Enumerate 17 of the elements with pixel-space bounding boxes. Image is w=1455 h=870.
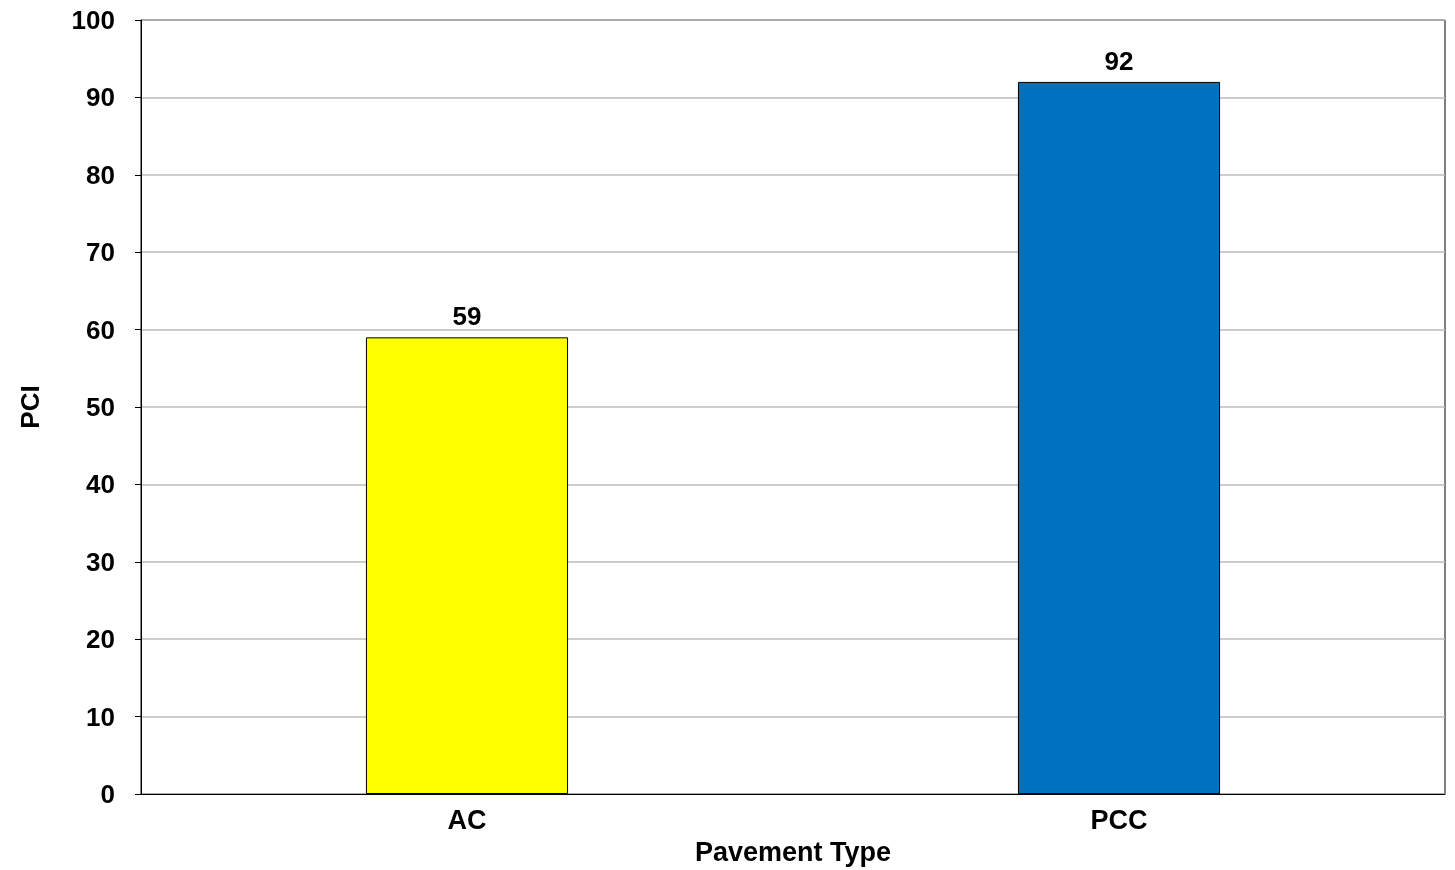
y-tick-label: 20 — [86, 624, 115, 655]
y-tick-label: 100 — [71, 5, 115, 35]
y-tick-label: 70 — [86, 237, 115, 268]
x-axis-title: Pavement Type — [694, 836, 892, 867]
y-tick-label: 0 — [100, 779, 115, 809]
y-tick-label: 90 — [86, 82, 115, 113]
x-tick-label: PCC — [1090, 804, 1148, 835]
y-tick-label: 50 — [86, 392, 115, 422]
data-label: 59 — [452, 301, 482, 332]
y-tick-label: 60 — [86, 314, 115, 345]
x-tick-label: AC — [447, 804, 487, 835]
y-tick-label: 80 — [86, 159, 115, 190]
y-tick-label: 30 — [86, 546, 115, 577]
y-tick-label: 40 — [86, 469, 115, 500]
y-tick-label: 10 — [86, 701, 115, 732]
data-label: 92 — [1104, 45, 1134, 76]
y-axis-title: PCI — [15, 385, 45, 429]
